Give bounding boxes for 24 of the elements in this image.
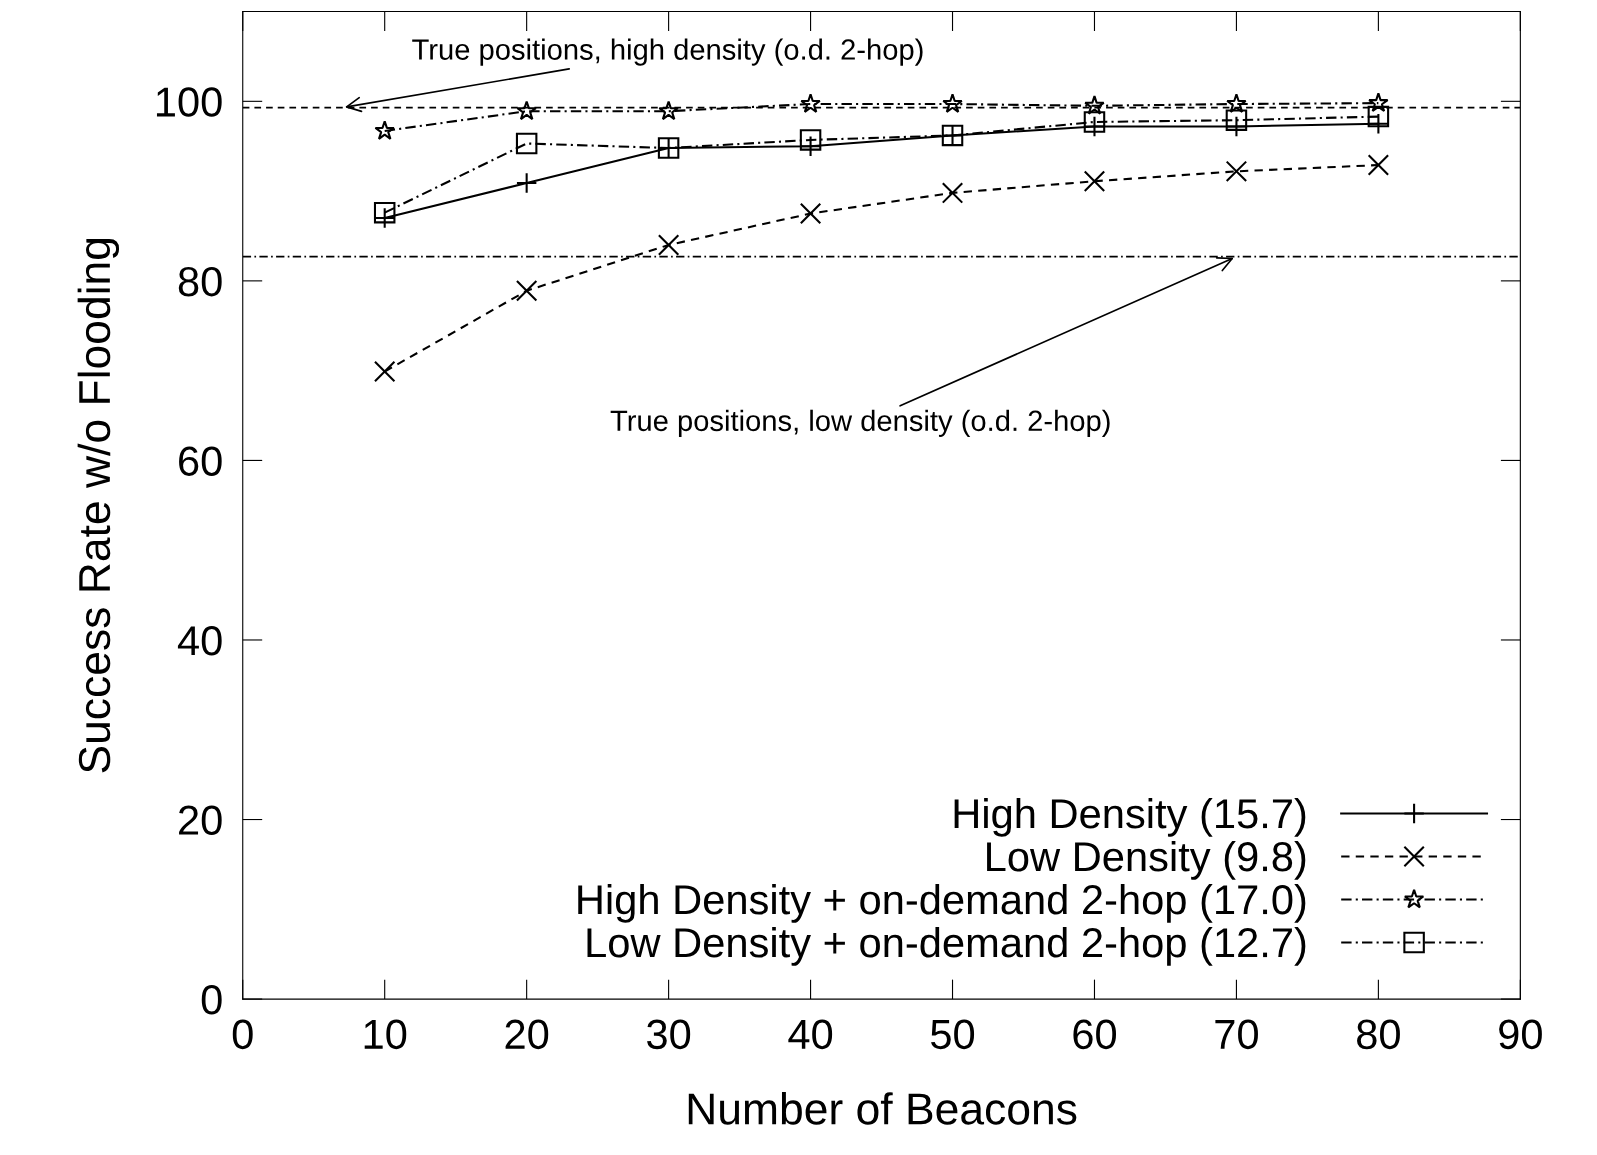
y-tick-label: 20 — [179, 805, 222, 836]
x-tick-label: 80 — [1357, 1019, 1400, 1050]
x-tick-label: 0 — [232, 1019, 253, 1050]
legend-label: Low Density (9.8) — [987, 840, 1306, 880]
legend-label: High Density + on-demand 2-hop (17.0) — [578, 883, 1306, 923]
y-tick-label: 60 — [179, 446, 222, 476]
x-tick-label: 70 — [1215, 1019, 1258, 1050]
x-tick-label: 10 — [364, 1019, 407, 1050]
legend-label: Low Density + on-demand 2-hop (12.7) — [587, 926, 1306, 966]
annotation: True positions, low density (o.d. 2-hop) — [610, 409, 1110, 437]
y-tick-label: 0 — [201, 985, 222, 1015]
x-tick-label: 60 — [1073, 1019, 1117, 1050]
x-tick-label: 30 — [647, 1019, 691, 1050]
x-tick-label: 50 — [931, 1019, 975, 1050]
x-axis-title: Number of Beacons — [688, 1092, 1077, 1125]
annotation: True positions, high density (o.d. 2-hop) — [412, 38, 923, 66]
legend-label: High Density (15.7) — [954, 797, 1306, 837]
y-tick-label: 40 — [177, 625, 222, 656]
x-tick-label: 20 — [505, 1019, 549, 1050]
x-tick-label: 40 — [788, 1019, 833, 1050]
y-tick-label: 100 — [156, 87, 222, 117]
y-axis-title: Success Rate w/o Flooding — [77, 238, 120, 773]
y-tick-label: 80 — [178, 266, 222, 297]
x-tick-label: 90 — [1499, 1019, 1542, 1050]
